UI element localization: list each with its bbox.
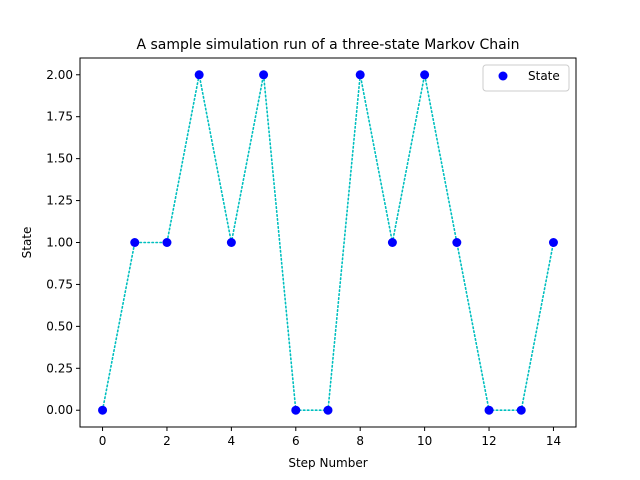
- data-point: [484, 405, 494, 415]
- x-tick-label: 12: [481, 434, 496, 448]
- data-point: [194, 70, 204, 80]
- y-tick-label: 1.25: [46, 194, 73, 208]
- x-tick-label: 14: [546, 434, 561, 448]
- data-point: [291, 405, 301, 415]
- y-axis: 0.00 0.25 0.50 0.75 1.00 1.25 1.50 1.75 2.00: [46, 68, 80, 417]
- x-axis-label: Step Number: [288, 456, 367, 470]
- legend: State: [482, 64, 570, 92]
- legend-marker: [498, 71, 508, 81]
- data-point: [323, 405, 333, 415]
- y-tick-label: 0.75: [46, 277, 73, 291]
- y-tick-label: 0.00: [46, 403, 73, 417]
- plot-area: [98, 70, 558, 415]
- y-tick-label: 1.75: [46, 110, 73, 124]
- data-point: [548, 238, 558, 247]
- data-point: [516, 405, 526, 415]
- data-point: [452, 238, 462, 247]
- data-point: [259, 70, 269, 80]
- y-axis-label: State: [20, 227, 34, 259]
- x-tick-label: 10: [417, 434, 432, 448]
- data-point: [226, 238, 236, 247]
- data-point: [98, 405, 108, 415]
- data-point: [162, 238, 172, 247]
- y-tick-label: 0.25: [46, 361, 73, 375]
- data-point: [387, 238, 397, 247]
- chart-title: A sample simulation run of a three-state…: [136, 37, 519, 53]
- legend-box: [482, 64, 570, 92]
- x-tick-label: 6: [292, 434, 300, 448]
- data-point: [355, 70, 365, 80]
- plot-frame: [79, 57, 577, 428]
- legend-label: State: [528, 69, 560, 83]
- x-tick-label: 8: [356, 434, 364, 448]
- y-tick-label: 1.50: [46, 152, 73, 166]
- y-tick-label: 0.50: [46, 319, 73, 333]
- x-tick-label: 4: [228, 434, 236, 448]
- data-point: [130, 238, 140, 247]
- y-tick-label: 1.00: [46, 236, 73, 250]
- x-tick-label: 0: [99, 434, 107, 448]
- y-tick-label: 2.00: [46, 68, 73, 82]
- x-axis: 0 2 4 6 8 10 12 14: [99, 427, 561, 448]
- data-point: [420, 70, 430, 80]
- x-tick-label: 2: [163, 434, 171, 448]
